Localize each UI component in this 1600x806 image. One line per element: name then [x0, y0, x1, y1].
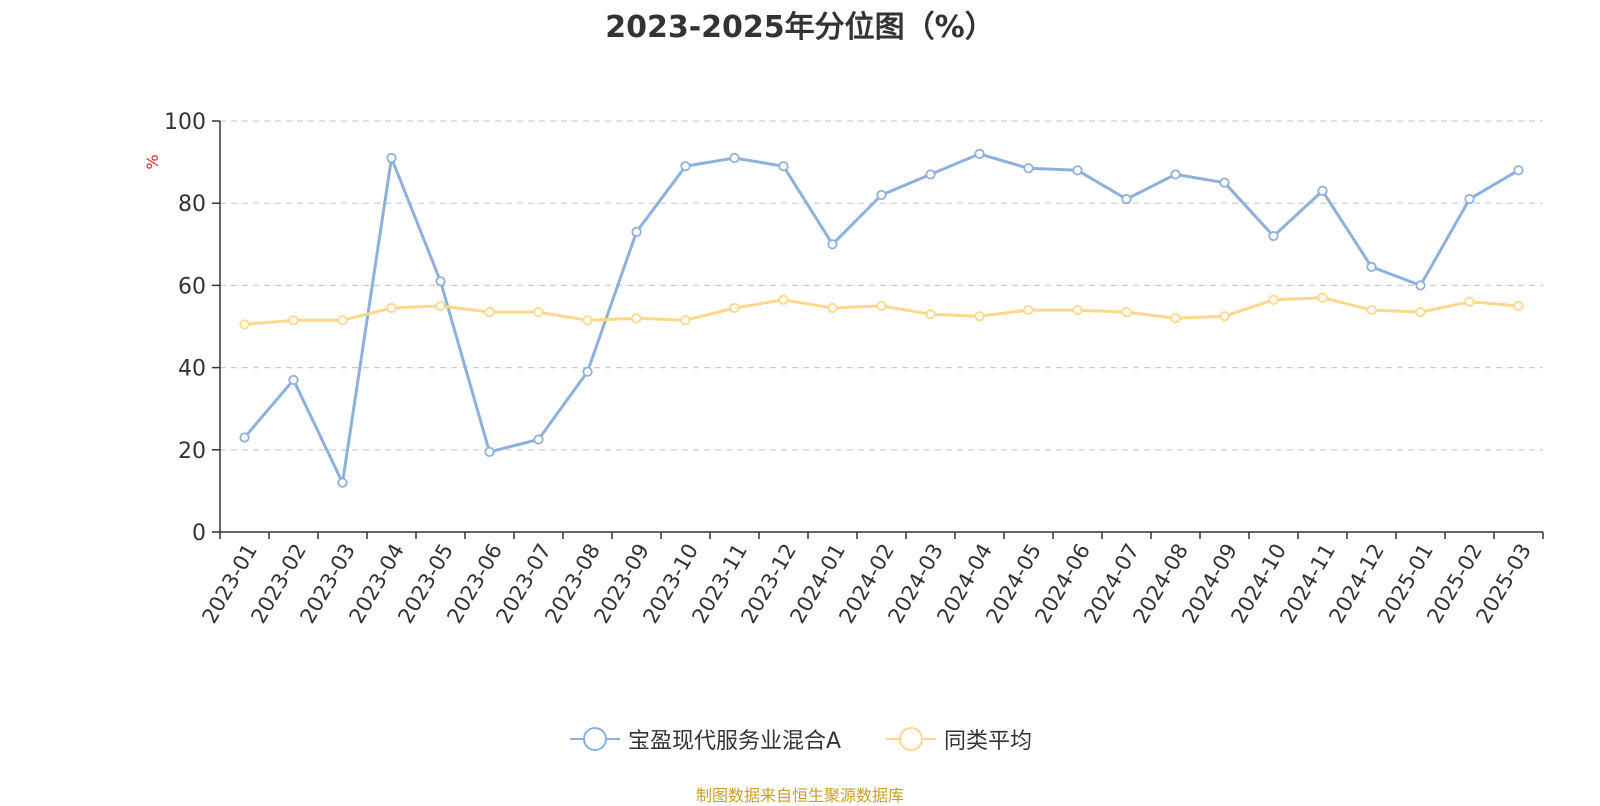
data-point-series-1 [239, 432, 250, 443]
data-point-series-1 [680, 161, 691, 172]
data-point-series-2 [484, 307, 495, 318]
data-point-series-1 [533, 434, 544, 445]
legend-label-series-2: 同类平均 [944, 729, 1033, 754]
data-point-series-2 [1023, 304, 1034, 316]
data-point-series-2 [680, 315, 691, 326]
data-point-series-1 [337, 477, 348, 488]
data-point-series-1 [827, 239, 838, 250]
data-point-series-2 [631, 313, 642, 324]
y-axis-label: % [143, 154, 162, 169]
data-point-series-2 [1170, 313, 1181, 324]
legend-item-series-1[interactable]: 宝盈现代服务业混合A [570, 724, 841, 754]
data-point-series-2 [1072, 304, 1083, 316]
data-point-series-1 [729, 152, 740, 164]
data-point-series-2 [1464, 296, 1475, 307]
data-point-series-1 [1072, 165, 1083, 176]
y-tick-label: 60 [178, 274, 206, 299]
data-point-series-1 [1513, 165, 1524, 176]
y-tick-label: 80 [178, 192, 206, 217]
data-point-series-1 [435, 276, 446, 287]
data-point-series-1 [778, 161, 789, 172]
chart-title: 2023-2025年分位图（%） [605, 10, 995, 45]
data-point-series-1 [974, 148, 985, 159]
data-point-series-2 [1415, 307, 1426, 318]
data-point-series-1 [876, 189, 887, 201]
data-point-series-2 [435, 300, 446, 312]
data-point-series-1 [484, 446, 495, 457]
source-note: 制图数据来自恒生聚源数据库 [695, 786, 904, 805]
axes: 0204060801002023-012023-022023-032023-04… [164, 110, 1544, 627]
data-point-series-2 [337, 315, 348, 326]
data-point-series-1 [1121, 193, 1132, 205]
legend-marker-circle-icon [886, 727, 936, 751]
legend-item-series-2[interactable]: 同类平均 [886, 724, 1032, 754]
data-point-series-2 [1513, 300, 1524, 312]
y-tick-label: 40 [178, 357, 206, 382]
data-point-series-2 [729, 302, 740, 314]
legend-marker-circle-icon [570, 727, 620, 751]
legend-label-series-1: 宝盈现代服务业混合A [628, 729, 842, 754]
data-point-series-2 [1219, 311, 1230, 322]
data-point-series-2 [1268, 294, 1279, 305]
y-tick-label: 20 [178, 439, 206, 464]
data-point-series-2 [288, 315, 299, 326]
data-point-series-2 [1317, 292, 1328, 303]
data-point-series-2 [876, 300, 887, 312]
data-point-series-2 [533, 307, 544, 318]
data-point-series-1 [1464, 193, 1475, 205]
y-tick-label: 0 [192, 521, 206, 546]
data-point-series-2 [974, 311, 985, 322]
data-point-series-1 [631, 226, 642, 238]
data-point-series-1 [1023, 163, 1034, 174]
grid-lines [220, 120, 1543, 451]
series-lines [239, 148, 1524, 488]
data-point-series-2 [925, 309, 936, 320]
data-point-series-2 [1121, 307, 1132, 318]
data-point-series-1 [582, 366, 593, 377]
data-point-series-1 [1268, 230, 1279, 242]
data-point-series-2 [239, 319, 250, 330]
data-point-series-1 [925, 169, 936, 180]
data-point-series-2 [1366, 304, 1377, 316]
data-point-series-1 [1317, 185, 1328, 196]
data-point-series-1 [1219, 177, 1230, 188]
data-point-series-2 [778, 294, 789, 305]
data-point-series-2 [827, 302, 838, 314]
data-point-series-1 [1366, 261, 1377, 273]
data-point-series-1 [288, 374, 299, 386]
data-point-series-1 [1415, 280, 1426, 291]
data-point-series-1 [386, 152, 397, 164]
y-tick-label: 100 [164, 110, 206, 135]
data-point-series-2 [386, 302, 397, 314]
data-point-series-1 [1170, 169, 1181, 180]
data-point-series-2 [582, 315, 593, 326]
